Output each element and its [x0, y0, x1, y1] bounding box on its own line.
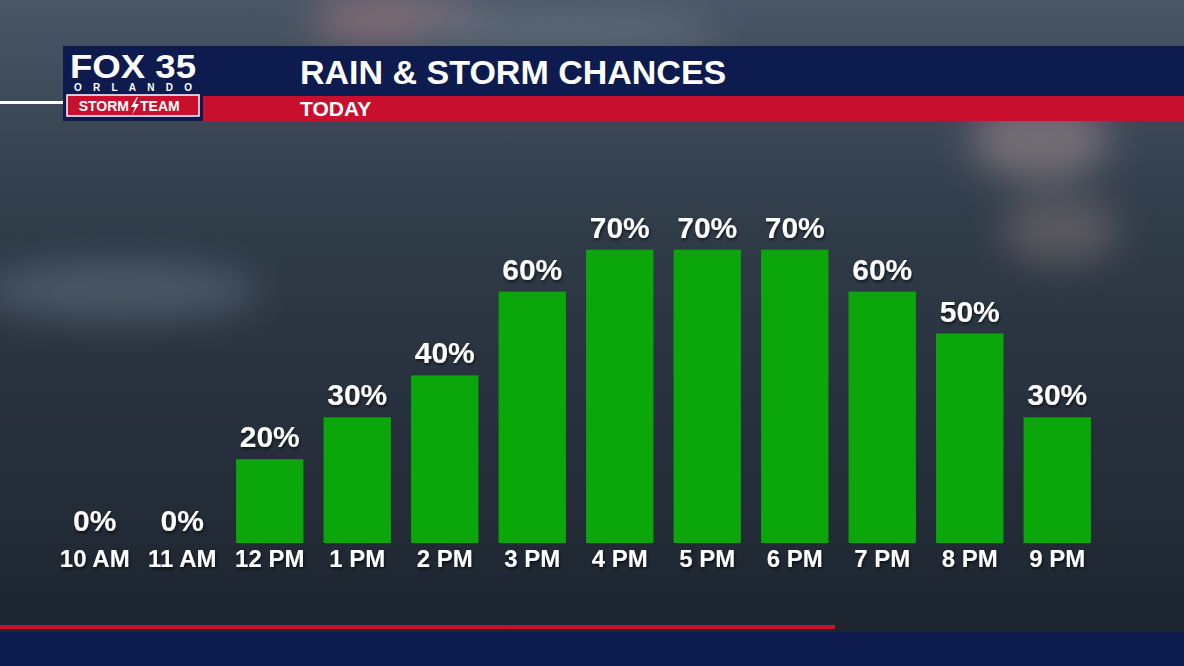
x-tick-label: 3 PM [504, 545, 560, 572]
footer-red-line [0, 625, 835, 629]
bar [849, 292, 916, 543]
x-tick-label: 8 PM [942, 545, 998, 572]
reflection [400, 10, 720, 50]
bar [236, 459, 303, 543]
bar [324, 417, 391, 543]
chart-svg: FOX 35ORLANDO STORM TEAM RAIN & STORM CHANC… [0, 0, 1184, 666]
data-label: 30% [1027, 378, 1087, 411]
x-tick-label: 6 PM [767, 545, 823, 572]
data-label: 50% [940, 295, 1000, 328]
header-accent-line [0, 101, 64, 104]
data-label: 0% [73, 504, 116, 537]
header-navy-bar [63, 46, 1184, 96]
logo-team-box [67, 95, 199, 116]
bar [936, 334, 1003, 544]
x-tick-label: 11 AM [148, 545, 216, 572]
data-label: 70% [765, 211, 825, 244]
x-tick-label: 12 PM [235, 545, 304, 572]
chart-root: FOX 35ORLANDO STORM TEAM RAIN & STORM CHANC… [0, 0, 1184, 666]
x-tick-label: 7 PM [854, 545, 910, 572]
footer-navy-bar [0, 632, 1184, 666]
bar [61, 543, 128, 544]
data-label: 30% [327, 378, 387, 411]
x-tick-label: 4 PM [592, 545, 648, 572]
data-label: 0% [161, 504, 204, 537]
header-red-bar [63, 96, 1184, 121]
reflection [1000, 195, 1120, 265]
bar [586, 250, 653, 543]
bar [761, 250, 828, 543]
logo-bolt [131, 97, 139, 115]
labels: 0% 10 AM 0% 11 AM 20% 12 PM 30% 1 PM 40% 2 PM 60% 3… [60, 211, 1087, 572]
background [0, 0, 1184, 666]
x-tick-label: 2 PM [417, 545, 473, 572]
x-tick-label: 5 PM [679, 545, 735, 572]
data-label: 70% [677, 211, 737, 244]
data-label: 20% [240, 420, 300, 453]
bar [674, 250, 741, 543]
data-label: 60% [852, 253, 912, 286]
subtitle: TODAY [300, 97, 371, 120]
logo-team-right: TEAM [140, 98, 180, 114]
bar [411, 375, 478, 543]
logo-team-left: STORM [79, 98, 129, 114]
data-label: 70% [590, 211, 650, 244]
x-tick-label: 1 PM [329, 545, 385, 572]
logo-box [63, 46, 203, 121]
bar [499, 292, 566, 543]
logo-city: ORLANDO [74, 82, 192, 93]
bars [236, 250, 1091, 543]
bar [1024, 417, 1091, 543]
bar [149, 543, 216, 544]
title: RAIN & STORM CHANCES [300, 53, 726, 91]
x-tick-label: 10 AM [60, 545, 130, 572]
reflection [0, 260, 260, 320]
x-tick-label: 9 PM [1029, 545, 1085, 572]
data-label: 60% [502, 253, 562, 286]
data-label: 40% [415, 336, 475, 369]
logo-name: FOX 35 [70, 48, 196, 85]
